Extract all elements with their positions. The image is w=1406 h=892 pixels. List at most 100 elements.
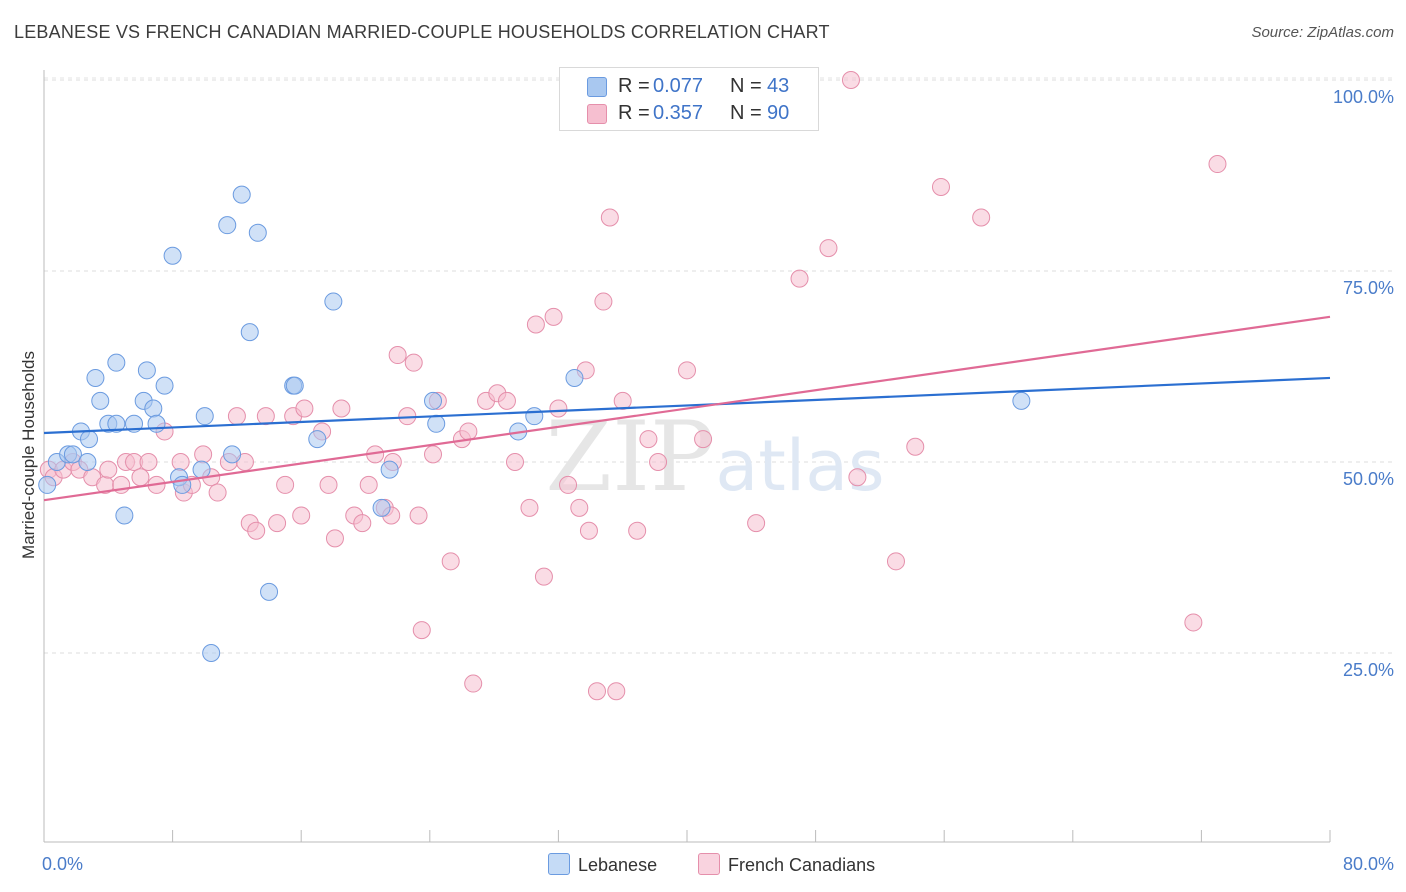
french-canadian-point bbox=[194, 445, 213, 464]
french-canadian-point bbox=[1184, 613, 1203, 632]
lebanese-point bbox=[63, 445, 82, 464]
french-canadian-point bbox=[819, 239, 838, 258]
french-canadian-point bbox=[139, 453, 158, 471]
french-canadian-point bbox=[639, 430, 658, 449]
lebanese-point bbox=[525, 407, 544, 426]
french-canadian-point bbox=[534, 567, 553, 586]
lebanese-point bbox=[155, 376, 174, 395]
x-tick-label-right: 80.0% bbox=[1343, 854, 1394, 874]
french-canadian-point bbox=[171, 453, 190, 471]
y-tick-label: 50.0% bbox=[1343, 469, 1394, 489]
french-canadian-point bbox=[497, 391, 516, 410]
french-canadian-point bbox=[600, 208, 619, 227]
legend-n-value: 90 bbox=[767, 102, 790, 124]
lebanese-point bbox=[192, 460, 211, 479]
lebanese-point bbox=[218, 216, 237, 235]
french-canadian-point bbox=[906, 437, 925, 456]
legend-r-label: R = bbox=[618, 102, 650, 124]
trend-lines bbox=[43, 315, 1331, 502]
lebanese-point bbox=[372, 498, 391, 517]
watermark-atlas: atlas bbox=[715, 425, 884, 507]
chart-title: LEBANESE VS FRENCH CANADIAN MARRIED-COUP… bbox=[14, 22, 830, 42]
french-canadian-point bbox=[295, 399, 314, 418]
french-canadian-point bbox=[587, 682, 606, 701]
french-canadian-point bbox=[325, 529, 344, 548]
lebanese-point bbox=[38, 475, 57, 494]
french-canadian-point bbox=[747, 514, 766, 533]
lebanese-point bbox=[147, 414, 166, 433]
french-canadian-point bbox=[412, 621, 431, 640]
y-tick-label: 25.0% bbox=[1343, 660, 1394, 680]
bottom-legend-label: Lebanese bbox=[578, 855, 658, 875]
source-label: Source: ZipAtlas.com bbox=[1251, 24, 1394, 41]
french-canadian-point bbox=[319, 475, 338, 494]
french-canadian-point bbox=[99, 460, 118, 479]
series-lebanese bbox=[38, 185, 1031, 662]
french-canadian-point bbox=[459, 422, 478, 441]
lebanese-point bbox=[308, 430, 327, 449]
axes bbox=[43, 70, 1331, 843]
watermark-zip: ZIP bbox=[545, 401, 714, 513]
french-canadian-point bbox=[353, 514, 372, 533]
lebanese-point bbox=[380, 460, 399, 479]
french-canadian-point bbox=[388, 346, 407, 365]
french-canadian-point bbox=[526, 315, 545, 334]
french-canadian-point bbox=[694, 430, 713, 449]
lebanese-point bbox=[240, 323, 259, 342]
french-canadian-point bbox=[409, 506, 428, 525]
lebanese-point bbox=[163, 246, 182, 265]
bottom-legend-label: French Canadians bbox=[728, 855, 876, 875]
lebanese-point bbox=[115, 506, 134, 525]
legend-swatch-blue bbox=[587, 77, 607, 97]
y-axis-label: Married-couple Households bbox=[19, 351, 38, 559]
bottom-legend-french-canadians: French Canadians bbox=[698, 853, 875, 876]
legend-row-french-canadians: R = 0.357 N = 90 bbox=[560, 100, 818, 128]
french-canadian-point bbox=[886, 552, 905, 571]
legend-row-lebanese: R = 0.077 N = 43 bbox=[560, 73, 818, 101]
lebanese-point bbox=[202, 644, 221, 662]
lebanese-point bbox=[137, 361, 156, 380]
french-canadian-point bbox=[1208, 155, 1227, 174]
french-canadian-point bbox=[247, 521, 266, 540]
lebanese-point bbox=[565, 368, 584, 387]
legend-n-label: N = bbox=[730, 75, 762, 97]
legend-n-label: N = bbox=[730, 102, 762, 124]
lebanese-point bbox=[1012, 391, 1031, 410]
lebanese-point bbox=[144, 399, 163, 418]
legend-r-value: 0.077 bbox=[653, 75, 704, 97]
french-canadian-point bbox=[628, 521, 647, 540]
lebanese-point bbox=[324, 292, 343, 311]
french-canadian-point bbox=[607, 682, 626, 701]
french-canadian-point bbox=[613, 391, 632, 410]
series-french-canadians bbox=[39, 71, 1227, 701]
lebanese-point bbox=[78, 453, 97, 471]
french-canadian-point bbox=[227, 407, 246, 426]
french-canadian-point bbox=[559, 475, 578, 494]
bottom-legend-swatch-pink bbox=[698, 853, 720, 875]
lebanese-point bbox=[107, 353, 126, 372]
lebanese-point bbox=[86, 368, 105, 387]
french-canadian-point bbox=[276, 475, 295, 494]
french-canadian-point bbox=[359, 475, 378, 494]
french-canadian-point bbox=[208, 483, 227, 502]
french-canadian-point bbox=[848, 468, 867, 487]
y-tick-label: 75.0% bbox=[1343, 278, 1394, 298]
french-canadian-point bbox=[292, 506, 311, 525]
lebanese-point bbox=[91, 391, 110, 410]
lebanese-point bbox=[285, 376, 304, 395]
lebanese-point bbox=[80, 430, 99, 449]
french-canadian-point bbox=[678, 361, 696, 380]
french-canadian-point bbox=[972, 208, 991, 227]
french-canadian-point bbox=[268, 514, 287, 533]
lebanese-point bbox=[260, 582, 279, 601]
lebanese-point bbox=[107, 414, 126, 433]
legend: R = 0.077 N = 43 R = 0.357 N = 90 bbox=[559, 67, 819, 131]
french-canadian-point bbox=[464, 674, 483, 693]
french-canadian-point bbox=[131, 468, 150, 487]
french-canadian-point bbox=[649, 453, 668, 471]
grid-lines bbox=[44, 77, 1394, 654]
french-canadian-point bbox=[424, 445, 443, 464]
french-canadian-point bbox=[520, 498, 539, 517]
trend-line-lebanese bbox=[43, 376, 1331, 435]
